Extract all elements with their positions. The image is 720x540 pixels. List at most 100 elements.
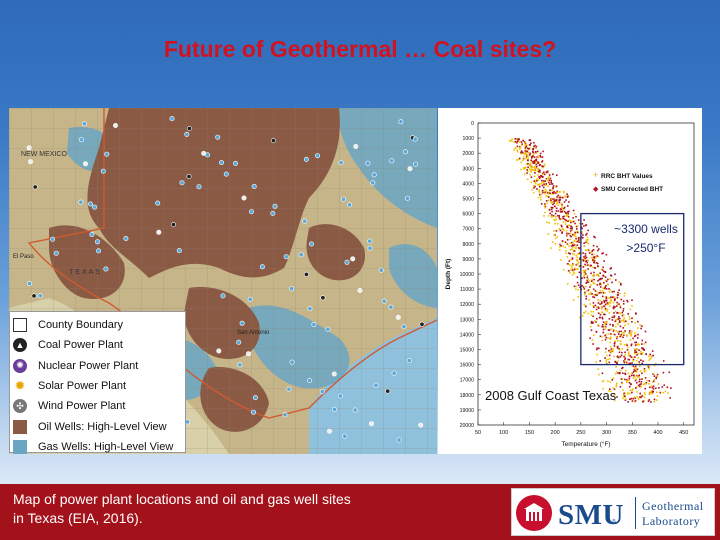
scatter-point xyxy=(620,333,622,336)
scatter-point xyxy=(586,261,589,264)
scatter-point xyxy=(583,271,585,274)
scatter-point xyxy=(604,299,607,302)
scatter-point xyxy=(639,370,642,372)
scatter-point xyxy=(616,396,618,398)
scatter-point xyxy=(623,317,625,319)
scatter-point xyxy=(592,249,595,251)
scatter-point xyxy=(558,228,560,230)
scatter-point xyxy=(577,284,580,286)
gas-plant-marker xyxy=(286,386,292,392)
scatter-point xyxy=(516,141,518,144)
scatter-point xyxy=(622,336,624,339)
scatter-point xyxy=(567,205,569,207)
scatter-point xyxy=(575,215,577,218)
legend-label: Nuclear Power Plant xyxy=(38,359,139,372)
scatter-point xyxy=(604,338,607,341)
scatter-point xyxy=(543,163,546,166)
scatter-point xyxy=(536,150,539,153)
scatter-point xyxy=(515,147,517,150)
scatter-point xyxy=(521,151,524,154)
scatter-point xyxy=(525,163,528,165)
scatter-point xyxy=(527,151,530,154)
scatter-point xyxy=(605,333,607,336)
scatter-point xyxy=(631,362,633,364)
scatter-point xyxy=(618,330,621,333)
scatter-point xyxy=(600,268,603,271)
scatter-point xyxy=(610,275,613,277)
texas-energy-map: NEW MEXICO TEXAS El Paso San Antonio Cou… xyxy=(9,108,437,454)
scatter-point xyxy=(540,182,543,185)
scatter-point xyxy=(615,361,617,363)
scatter-point xyxy=(592,334,595,337)
scatter-point xyxy=(610,348,613,350)
scatter-point xyxy=(622,389,624,391)
scatter-point xyxy=(631,305,633,307)
scatter-point xyxy=(552,192,555,194)
scatter-point xyxy=(617,318,619,320)
scatter-point xyxy=(574,249,577,252)
scatter-point xyxy=(577,219,580,221)
scatter-point xyxy=(530,160,533,163)
scatter-point xyxy=(518,141,521,143)
scatter-point xyxy=(557,214,559,217)
scatter-point xyxy=(610,350,613,352)
scatter-point xyxy=(559,195,561,197)
gas-plant-marker xyxy=(388,304,394,310)
scatter-point xyxy=(583,288,586,290)
scatter-point xyxy=(532,148,534,151)
scatter-point xyxy=(648,380,650,382)
scatter-point xyxy=(550,198,553,200)
scatter-point xyxy=(553,233,555,236)
scatter-point xyxy=(530,166,532,168)
scatter-point xyxy=(519,146,521,149)
scatter-point xyxy=(596,262,599,265)
gas-plant-marker xyxy=(352,407,358,413)
scatter-point xyxy=(514,141,517,143)
scatter-point xyxy=(630,335,632,337)
scatter-point xyxy=(635,386,638,388)
scatter-point xyxy=(616,345,619,348)
scatter-point xyxy=(550,199,552,202)
scatter-point xyxy=(656,375,659,378)
map-label-el-paso: El Paso xyxy=(13,254,34,260)
scatter-point xyxy=(563,207,565,210)
scatter-point xyxy=(597,299,600,301)
scatter-point xyxy=(601,317,604,320)
scatter-point xyxy=(599,286,602,288)
scatter-point xyxy=(535,152,538,154)
scatter-point xyxy=(622,303,625,305)
scatter-point xyxy=(571,248,573,250)
scatter-point xyxy=(583,245,585,247)
scatter-point xyxy=(537,179,540,181)
scatter-point xyxy=(587,312,590,315)
gas-plant-marker xyxy=(373,382,379,388)
scatter-point xyxy=(617,340,619,342)
scatter-point xyxy=(628,358,630,361)
scatter-point xyxy=(583,242,585,244)
scatter-point xyxy=(644,330,647,333)
scatter-point xyxy=(538,164,541,167)
scatter-point xyxy=(541,160,544,162)
gas-plant-marker xyxy=(319,389,325,395)
scatter-point xyxy=(565,219,567,222)
scatter-point xyxy=(651,391,654,394)
scatter-point xyxy=(599,278,602,281)
gas-plant-marker xyxy=(95,239,101,245)
scatter-point xyxy=(632,337,634,340)
scatter-point xyxy=(592,282,595,285)
scatter-point xyxy=(575,246,577,249)
scatter-point xyxy=(624,358,626,361)
scatter-point xyxy=(525,148,527,151)
scatter-point xyxy=(634,344,637,346)
scatter-point xyxy=(539,164,541,166)
scatter-point xyxy=(653,380,655,383)
scatter-point xyxy=(616,296,619,299)
scatter-point xyxy=(525,157,527,160)
scatter-point xyxy=(562,268,565,271)
gas-plant-marker xyxy=(331,406,337,412)
scatter-point xyxy=(584,273,587,275)
gas-plant-marker xyxy=(314,153,320,159)
scatter-point xyxy=(539,169,541,172)
scatter-point xyxy=(633,369,636,371)
scatter-point xyxy=(573,240,576,243)
